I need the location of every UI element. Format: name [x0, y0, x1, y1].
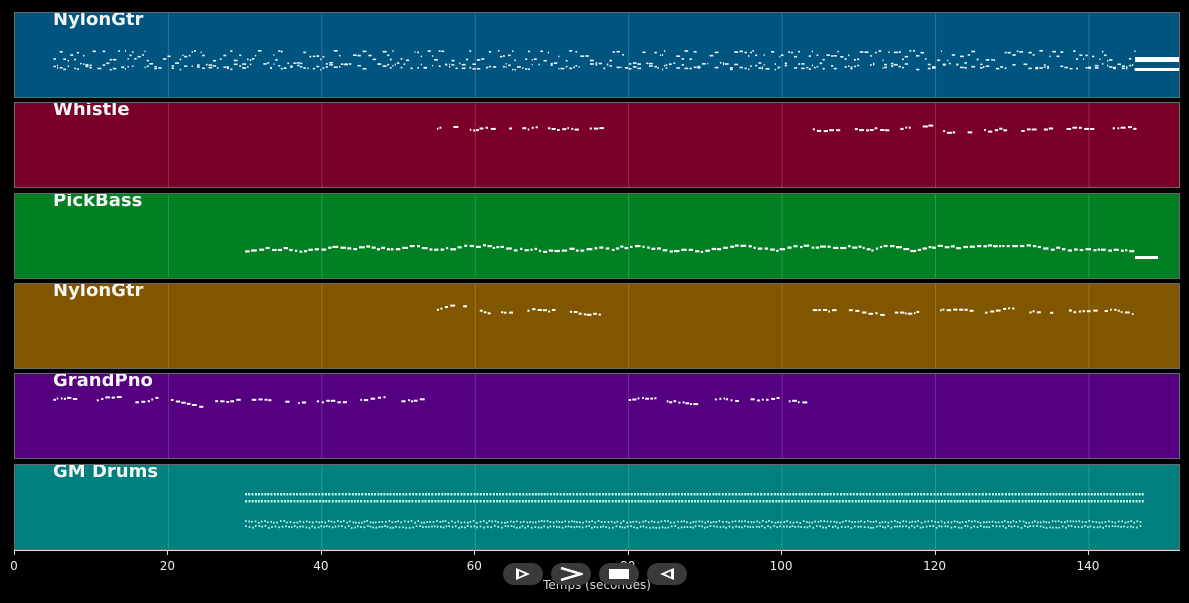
track-notes	[167, 194, 1158, 278]
axis-tick	[320, 550, 322, 555]
stop-icon	[609, 569, 629, 579]
forward-button[interactable]	[551, 563, 591, 585]
track-lane-2[interactable]: Whistle	[14, 102, 1180, 188]
axis-tick	[14, 550, 15, 555]
axis-tick	[167, 550, 169, 555]
axis-tick	[1087, 550, 1089, 555]
axis-tick	[627, 550, 629, 555]
axis-tick-label: 60	[466, 559, 482, 573]
track-notes	[167, 103, 1137, 187]
track-name: GM Drums	[53, 464, 159, 482]
axis-tick	[474, 550, 476, 555]
play-button[interactable]	[503, 563, 543, 585]
axis-tick-label: 20	[159, 559, 176, 573]
axis-tick-label: 100	[769, 559, 793, 573]
track-lane-1[interactable]: NylonGtr	[14, 12, 1180, 98]
track-lane-6[interactable]: GM Drums	[14, 464, 1180, 550]
track-notes	[167, 465, 1144, 549]
playback-controls	[503, 563, 689, 585]
stop-button[interactable]	[599, 563, 639, 585]
track-name: GrandPno	[53, 373, 153, 391]
axis-line	[14, 550, 1180, 551]
axis-tick	[781, 550, 783, 555]
axis-tick	[934, 550, 936, 555]
play-icon	[516, 568, 530, 580]
play-reverse-icon	[660, 568, 674, 580]
rewind-button[interactable]	[647, 563, 687, 585]
track-notes	[53, 13, 1179, 97]
track-name: PickBass	[53, 193, 143, 211]
track-name: NylonGtr	[53, 283, 144, 301]
axis-tick-label: 140	[1076, 559, 1100, 573]
track-name: NylonGtr	[53, 12, 144, 30]
chevron-right-icon	[560, 567, 583, 581]
axis-tick-label: 0	[10, 559, 18, 573]
track-lane-4[interactable]: NylonGtr	[14, 283, 1180, 369]
axis-tick-label: 40	[313, 559, 329, 573]
track-lane-3[interactable]: PickBass	[14, 193, 1180, 279]
track-lane-5[interactable]: GrandPno	[14, 373, 1180, 459]
track-notes	[167, 284, 1134, 368]
track-name: Whistle	[53, 102, 130, 120]
track-notes	[53, 374, 1090, 458]
axis-tick-label: 120	[923, 559, 946, 573]
